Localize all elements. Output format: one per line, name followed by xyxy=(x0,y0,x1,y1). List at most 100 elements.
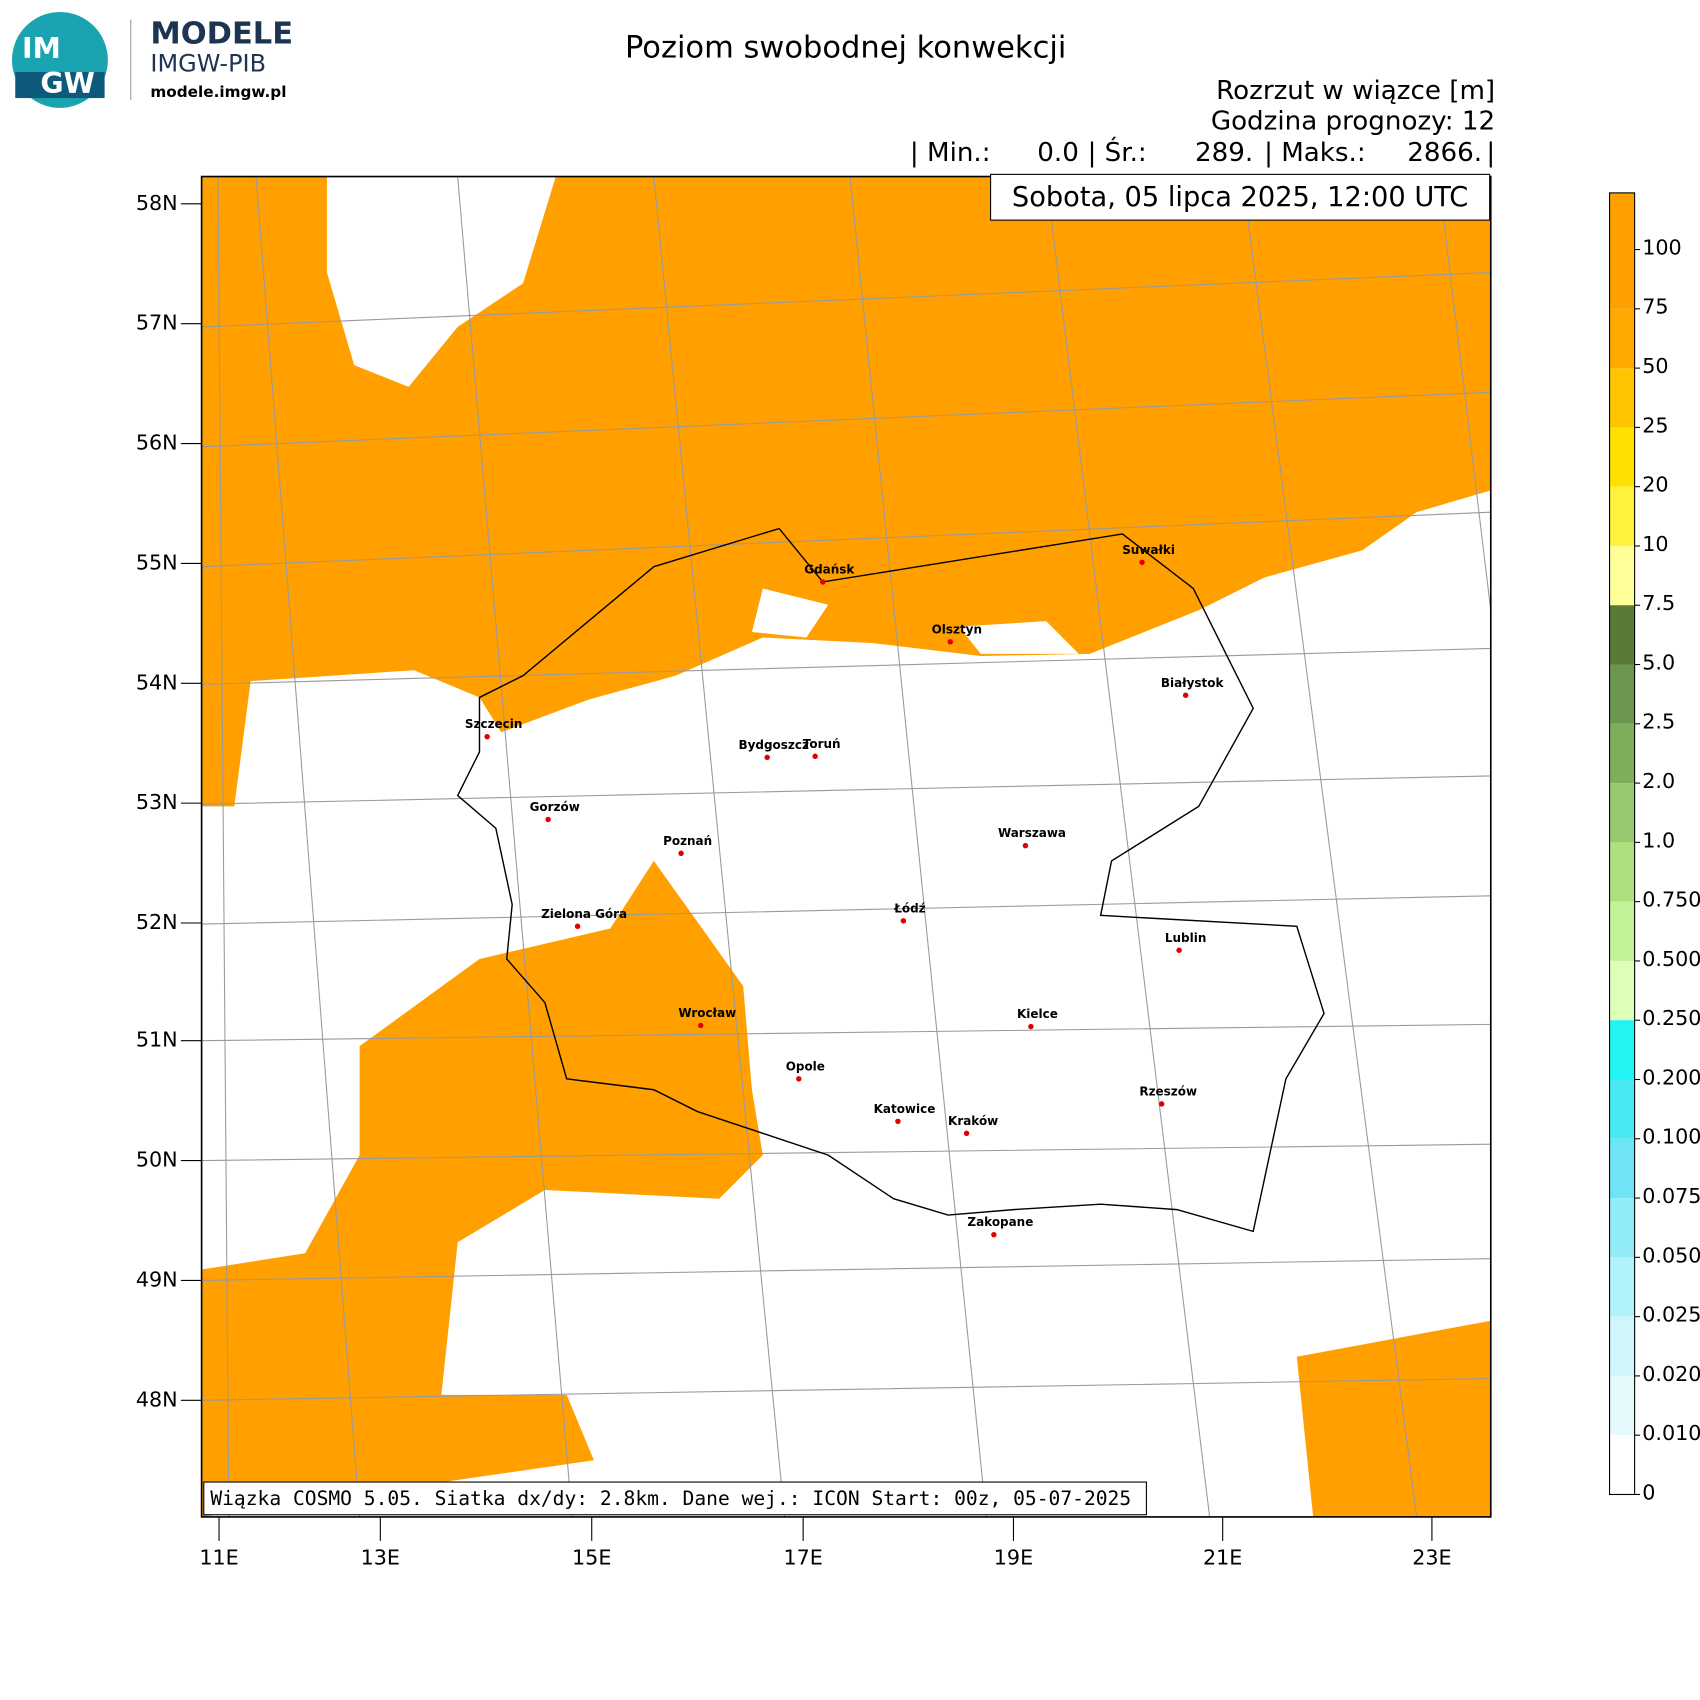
cities: Gdańsk Suwałki Olsztyn Białystok Szczecin Byd… xyxy=(465,543,1225,1238)
city-label: Kielce xyxy=(1017,1007,1058,1021)
city-dot xyxy=(545,816,551,823)
city-label: Toruń xyxy=(803,737,841,751)
legend-frame xyxy=(1609,192,1636,1496)
city-label: Lublin xyxy=(1165,931,1206,945)
legend-swatch xyxy=(1609,1375,1635,1436)
city-dot xyxy=(574,923,581,930)
logo-band xyxy=(15,71,105,99)
legend-swatch xyxy=(1609,901,1635,961)
legend-label: 0.200 xyxy=(1642,1065,1700,1089)
stat: 2866. xyxy=(1407,138,1482,168)
legend-label: 0.050 xyxy=(1642,1243,1700,1267)
lon-label: 11E xyxy=(199,1545,238,1569)
legend-swatch xyxy=(1609,1138,1635,1199)
lat-label: 58N xyxy=(136,191,178,215)
city-label: Poznań xyxy=(663,834,712,848)
city-dot xyxy=(1158,1101,1165,1107)
legend-swatch xyxy=(1609,249,1635,309)
stat: 0.0 xyxy=(1037,138,1079,168)
legend-label: 0.025 xyxy=(1642,1303,1700,1327)
city-label: Zielona Góra xyxy=(541,907,627,921)
city-label: Białystok xyxy=(1161,676,1225,690)
lon-label: 15E xyxy=(572,1545,611,1569)
legend-swatch xyxy=(1609,960,1635,1021)
logo-text: GW xyxy=(40,67,95,100)
legend-swatch xyxy=(1609,1316,1635,1376)
map-area xyxy=(201,176,1491,1517)
lat-label: 52N xyxy=(136,910,178,934)
stat: | xyxy=(1486,138,1495,168)
legend-label: 0 xyxy=(1642,1480,1655,1504)
city-label: Suwałki xyxy=(1122,543,1175,557)
legend-swatch xyxy=(1609,605,1635,665)
city-dot xyxy=(1182,692,1189,698)
city-label: Gdańsk xyxy=(804,562,855,576)
lon-label: 13E xyxy=(361,1545,400,1569)
city-dot xyxy=(796,1076,802,1082)
footer-box xyxy=(203,1481,1147,1516)
field-region xyxy=(1296,1320,1491,1517)
city-dot xyxy=(1022,842,1029,849)
city-label: Gorzów xyxy=(530,800,580,814)
stat: 289. xyxy=(1195,138,1253,168)
meridians xyxy=(217,176,1491,1517)
stat: | Maks.: xyxy=(1264,138,1366,168)
legend-label: 100 xyxy=(1642,235,1682,259)
map-frame xyxy=(200,175,1492,1518)
field-region xyxy=(201,860,763,1517)
legend-swatch xyxy=(1609,1435,1635,1495)
city-label: Olsztyn xyxy=(932,622,982,636)
legend-swatch xyxy=(1609,664,1635,724)
legend-label: 0.250 xyxy=(1642,1006,1700,1030)
legend-swatch xyxy=(1609,486,1635,546)
city-dot xyxy=(1028,1023,1034,1030)
lat-label: 56N xyxy=(136,431,178,455)
legend-label: 1.0 xyxy=(1642,828,1675,852)
legend-swatch xyxy=(1609,783,1635,843)
legend-label: 0.075 xyxy=(1642,1184,1700,1208)
city-dot xyxy=(947,639,953,645)
city-dot xyxy=(678,850,684,856)
lon-label: 17E xyxy=(783,1545,822,1569)
stats: | Min.: 0.0 | Śr.: 289. | Maks.: 2866. | xyxy=(910,136,1495,168)
city-dot xyxy=(1139,559,1145,566)
field-gap xyxy=(326,176,556,387)
lat-label: 49N xyxy=(136,1267,178,1291)
city-label: Bydgoszcz xyxy=(738,738,808,752)
lat-label: 57N xyxy=(136,311,178,335)
legend-label: 0.500 xyxy=(1642,947,1700,971)
url: modele.imgw.pl xyxy=(150,83,286,101)
legend-label: 0.020 xyxy=(1642,1362,1700,1386)
legend-swatch xyxy=(1609,1198,1635,1258)
lat-label: 53N xyxy=(136,790,178,814)
footer: Wiązka COSMO 5.05. Siatka dx/dy: 2.8km. … xyxy=(210,1487,1131,1510)
logo-text: IM xyxy=(22,32,61,65)
field-gap xyxy=(751,588,1079,654)
city-dot xyxy=(484,733,490,740)
forecast-hour: Godzina prognozy: 12 xyxy=(1211,107,1495,137)
city-dot xyxy=(697,1022,704,1029)
lat-label: 54N xyxy=(136,670,178,694)
city-label: Rzeszów xyxy=(1139,1084,1197,1098)
legend-label: 75 xyxy=(1642,295,1668,319)
legend-label: 2.5 xyxy=(1642,710,1675,734)
legend-label: 20 xyxy=(1642,473,1668,497)
poland-border xyxy=(456,527,1325,1233)
org: IMGW-PIB xyxy=(150,49,266,77)
city-dot xyxy=(991,1231,997,1238)
lon-label: 23E xyxy=(1412,1545,1451,1569)
lon-label: 19E xyxy=(994,1545,1033,1569)
legend-swatch xyxy=(1609,192,1635,250)
logo: IM GW xyxy=(11,11,108,108)
variable: Rozrzut w wiązce [m] xyxy=(1216,76,1495,106)
legend-swatch xyxy=(1609,1020,1635,1080)
valid-time: Sobota, 05 lipca 2025, 12:00 UTC xyxy=(1012,182,1468,213)
city-label: Katowice xyxy=(874,1102,936,1116)
city-dot xyxy=(764,754,770,761)
city-dot xyxy=(963,1130,970,1137)
graticule xyxy=(201,176,1491,1517)
parallels xyxy=(201,271,1491,1401)
city-label: Warszawa xyxy=(998,826,1066,840)
city-label: Opole xyxy=(786,1059,825,1073)
